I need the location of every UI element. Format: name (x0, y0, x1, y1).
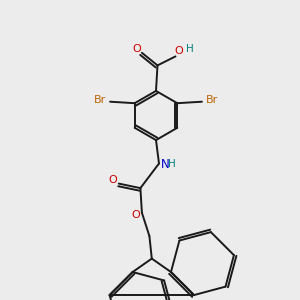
Text: O: O (132, 44, 141, 54)
Text: H: H (168, 159, 176, 170)
Text: H: H (186, 44, 194, 54)
Text: O: O (131, 209, 140, 220)
Text: N: N (160, 158, 169, 171)
Text: Br: Br (206, 95, 218, 105)
Text: O: O (108, 175, 117, 185)
Text: O: O (174, 46, 183, 56)
Text: Br: Br (94, 95, 106, 105)
